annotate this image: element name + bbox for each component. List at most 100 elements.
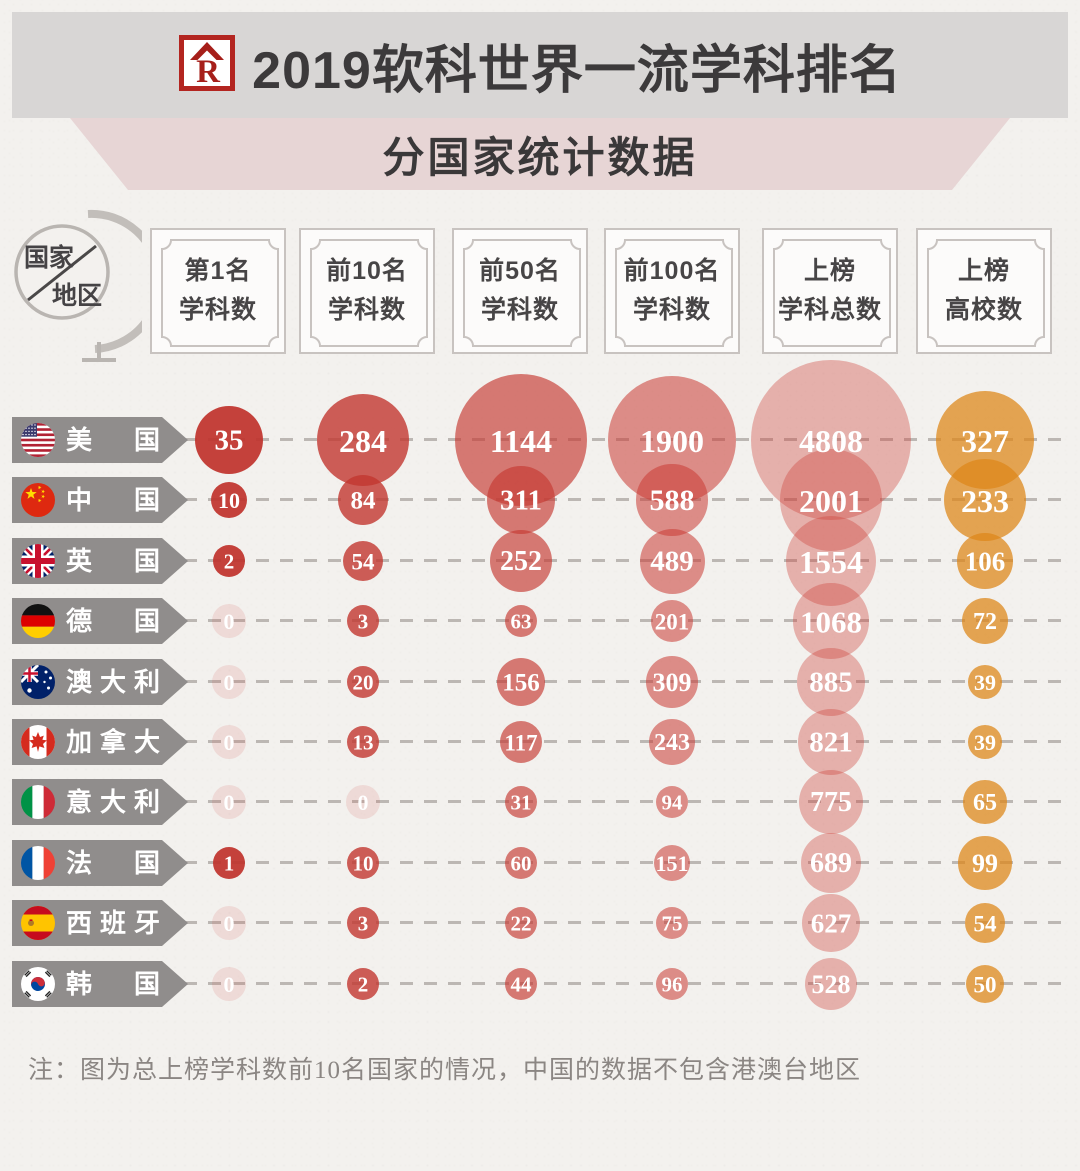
row-gridline-fr bbox=[184, 861, 1064, 864]
bubble-value-gb-col2: 252 bbox=[500, 546, 542, 577]
bubble-de-col3 bbox=[651, 600, 693, 642]
country-name: 美国 bbox=[66, 425, 160, 455]
bubble-gb-col3 bbox=[639, 528, 705, 594]
bubble-value-it-col3: 94 bbox=[661, 790, 683, 815]
row-gridline-ca bbox=[184, 740, 1064, 743]
bubble-value-kr-col1: 2 bbox=[357, 972, 369, 997]
column-header-4: 上榜 学科总数 bbox=[762, 228, 898, 354]
bubble-cn-col4 bbox=[779, 448, 883, 552]
bubble-cn-col0 bbox=[210, 481, 248, 519]
bubble-ca-col4 bbox=[798, 709, 864, 775]
bubble-value-ca-col1: 13 bbox=[352, 730, 374, 755]
header-banner: R 2019软科世界一流学科排名 bbox=[12, 12, 1068, 118]
bubble-value-au-col4: 885 bbox=[809, 666, 853, 699]
bubble-value-au-col5: 39 bbox=[974, 670, 996, 695]
bubble-value-es-col0: 0 bbox=[223, 911, 235, 936]
bubble-es-col5 bbox=[965, 903, 1005, 943]
bubble-it-col5 bbox=[963, 780, 1007, 824]
bubble-value-us-col5: 327 bbox=[961, 423, 1009, 459]
flag-kr-icon bbox=[21, 967, 55, 1001]
row-gridline-gb bbox=[184, 559, 1064, 562]
bubble-value-de-col1: 3 bbox=[357, 609, 369, 634]
bubble-cn-col1 bbox=[337, 474, 389, 526]
bubble-gb-col1 bbox=[342, 540, 384, 582]
bubble-value-ca-col5: 39 bbox=[974, 730, 996, 755]
country-name: 澳大利亚 bbox=[66, 667, 160, 697]
column-header-2: 前50名 学科数 bbox=[452, 228, 588, 354]
bubble-de-col5 bbox=[962, 598, 1008, 644]
bubble-value-es-col3: 75 bbox=[661, 911, 683, 936]
bubble-value-it-col1: 0 bbox=[357, 790, 369, 815]
bubble-au-col0 bbox=[212, 665, 246, 699]
flag-us-icon bbox=[21, 423, 55, 457]
bubble-value-fr-col1: 10 bbox=[352, 851, 374, 876]
bubble-value-es-col1: 3 bbox=[357, 911, 369, 936]
bubble-au-col3 bbox=[646, 656, 698, 708]
country-banner-cn: 中国 bbox=[12, 477, 188, 523]
bubble-fr-col0 bbox=[213, 847, 245, 879]
bubble-kr-col2 bbox=[505, 968, 537, 1000]
country-banner-de: 德国 bbox=[12, 598, 188, 644]
bubble-us-col0 bbox=[194, 405, 264, 475]
column-header-0: 第1名 学科数 bbox=[150, 228, 286, 354]
bubble-gb-col0 bbox=[213, 545, 245, 577]
bubble-value-fr-col3: 151 bbox=[655, 851, 689, 876]
column-header-line2: 学科数 bbox=[632, 296, 711, 324]
bubble-value-cn-col1: 84 bbox=[350, 487, 376, 515]
bubble-de-col0 bbox=[212, 604, 246, 638]
bubble-value-gb-col3: 489 bbox=[650, 545, 694, 578]
bubble-it-col2 bbox=[505, 786, 537, 818]
bubble-value-ca-col2: 117 bbox=[504, 730, 538, 756]
bubble-value-gb-col5: 106 bbox=[964, 546, 1006, 577]
bubble-value-ca-col0: 0 bbox=[223, 730, 235, 755]
row-gridline-es bbox=[184, 921, 1064, 924]
bubble-es-col3 bbox=[656, 907, 688, 939]
bubble-value-cn-col3: 588 bbox=[649, 484, 695, 517]
bubble-value-cn-col5: 233 bbox=[961, 483, 1009, 519]
bubble-value-it-col2: 31 bbox=[510, 790, 532, 815]
bubble-value-it-col5: 65 bbox=[973, 790, 997, 816]
bubble-us-col1 bbox=[316, 393, 410, 487]
bubble-ca-col3 bbox=[649, 719, 695, 765]
bubble-value-kr-col0: 0 bbox=[223, 972, 235, 997]
country-name: 英国 bbox=[66, 546, 160, 576]
bubble-es-col2 bbox=[505, 907, 537, 939]
column-header-5: 上榜 高校数 bbox=[916, 228, 1052, 354]
column-header-line2: 学科数 bbox=[327, 296, 406, 324]
column-header-line2: 学科数 bbox=[178, 296, 257, 324]
bubble-value-fr-col5: 99 bbox=[972, 849, 998, 878]
bubble-au-col5 bbox=[968, 665, 1002, 699]
bubble-kr-col1 bbox=[347, 968, 379, 1000]
bubble-de-col2 bbox=[505, 605, 537, 637]
column-header-line1: 前10名 bbox=[326, 257, 408, 286]
bubble-de-col1 bbox=[347, 605, 379, 637]
bubble-it-col1 bbox=[346, 785, 380, 819]
column-header-line2: 学科总数 bbox=[777, 296, 882, 324]
country-name: 加拿大 bbox=[66, 727, 160, 757]
bubble-ca-col1 bbox=[347, 726, 379, 758]
bubble-value-cn-col2: 311 bbox=[500, 484, 542, 517]
bubble-value-it-col0: 0 bbox=[223, 790, 235, 815]
bubble-fr-col5 bbox=[958, 836, 1012, 890]
bubble-value-de-col2: 63 bbox=[510, 609, 532, 634]
row-gridline-de bbox=[184, 619, 1064, 622]
country-banner-ca: 加拿大 bbox=[12, 719, 188, 765]
bubble-value-gb-col4: 1554 bbox=[799, 544, 863, 580]
country-banner-es: 西班牙 bbox=[12, 900, 188, 946]
bubble-value-de-col5: 72 bbox=[973, 609, 997, 635]
column-header-line2: 高校数 bbox=[944, 296, 1023, 324]
bubble-value-au-col2: 156 bbox=[502, 669, 540, 697]
column-header-3: 前100名 学科数 bbox=[604, 228, 740, 354]
bubble-cn-col5 bbox=[943, 458, 1027, 542]
country-banner-fr: 法国 bbox=[12, 840, 188, 886]
bubble-fr-col2 bbox=[505, 847, 537, 879]
bubble-value-cn-col0: 10 bbox=[218, 488, 240, 513]
bubble-value-kr-col2: 44 bbox=[510, 972, 532, 997]
bubble-ca-col0 bbox=[212, 725, 246, 759]
flag-ca-icon bbox=[21, 725, 55, 759]
bubble-value-es-col5: 54 bbox=[973, 911, 997, 937]
bubble-it-col4 bbox=[799, 770, 863, 834]
bubble-de-col4 bbox=[793, 583, 869, 659]
bubble-value-es-col4: 627 bbox=[810, 908, 852, 939]
